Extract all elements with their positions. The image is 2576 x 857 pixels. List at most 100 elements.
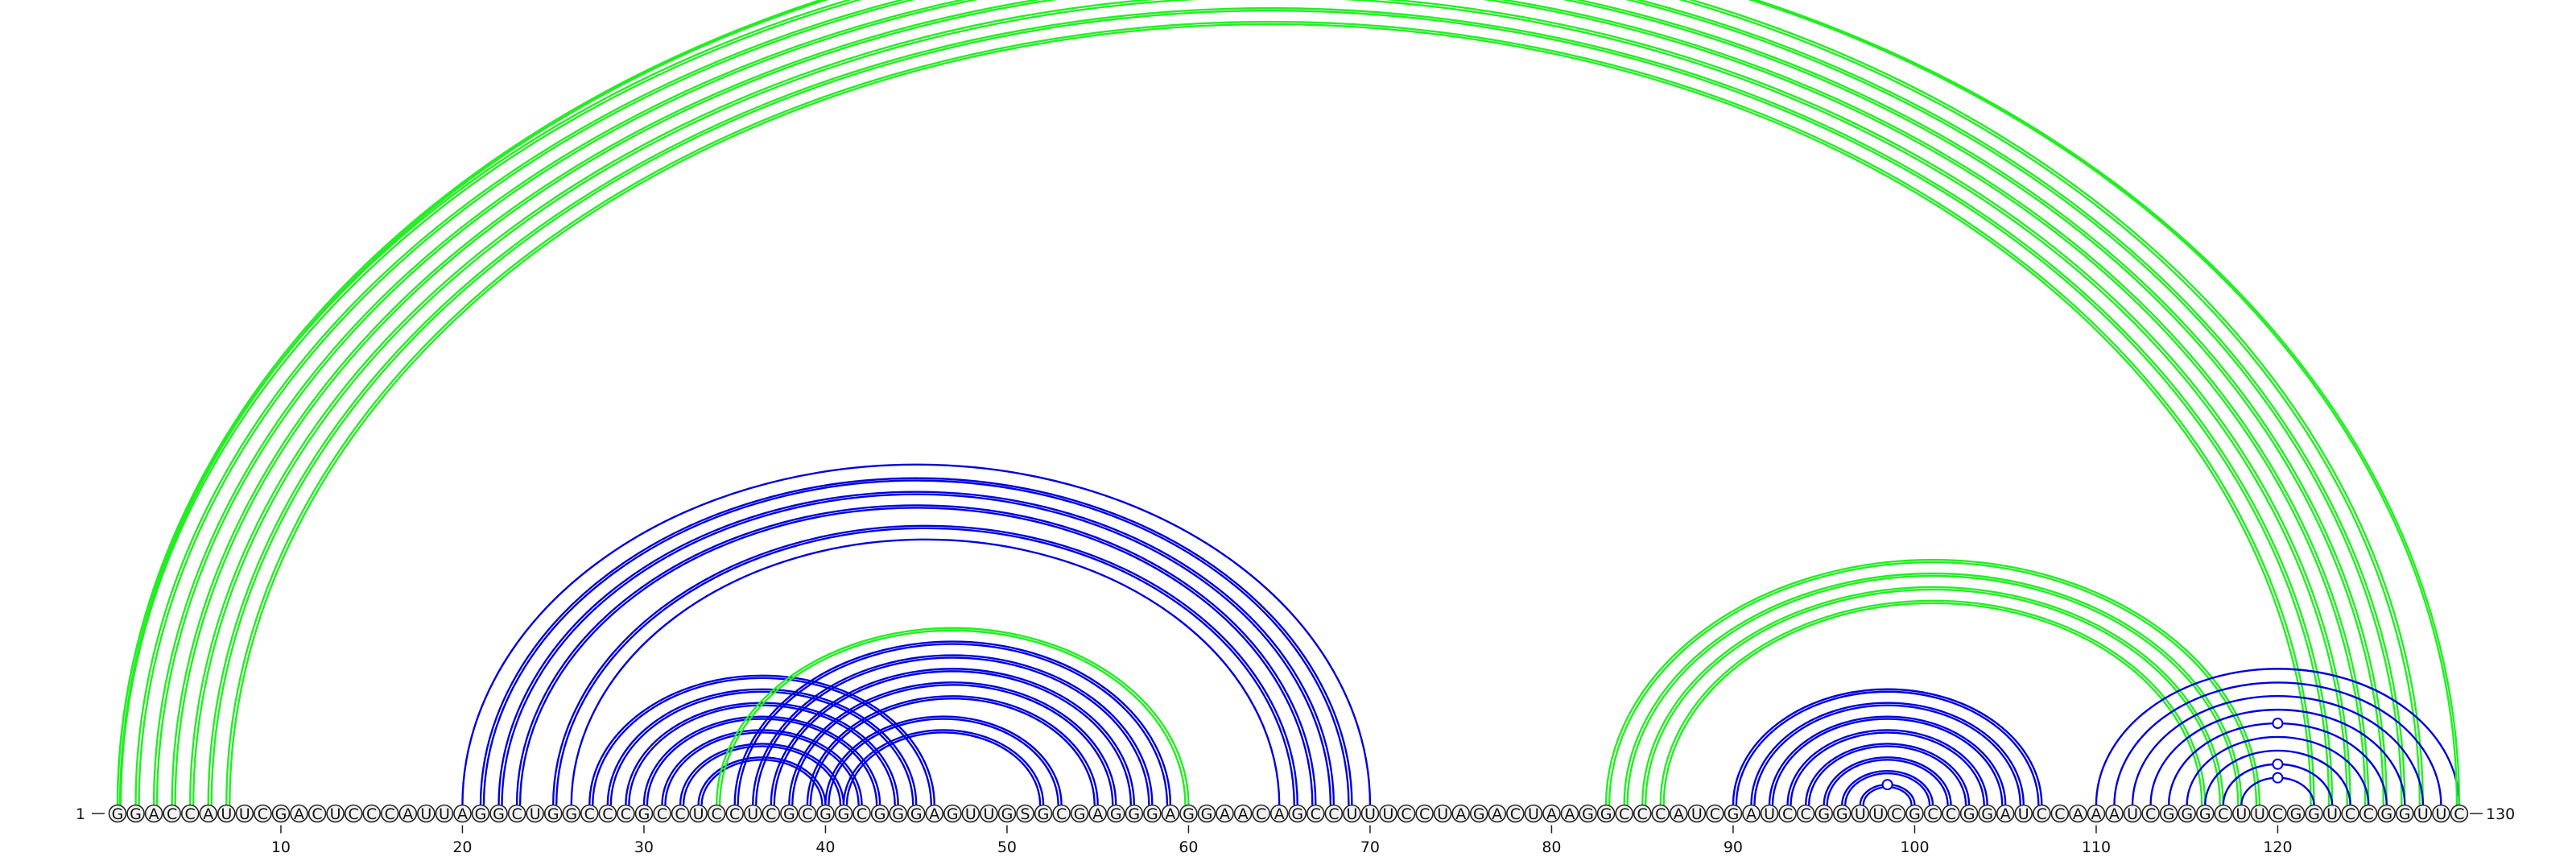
base-40-letter: G <box>819 805 832 823</box>
base-69-letter: U <box>1346 805 1357 823</box>
base-81-circle <box>1560 804 1579 823</box>
base-88-circle <box>1687 804 1707 823</box>
base-48-circle <box>961 804 980 823</box>
base-94-letter: C <box>1801 805 1811 823</box>
base-7-circle <box>217 804 236 823</box>
base-99-circle <box>1887 804 1906 823</box>
base-44-letter: G <box>892 805 904 823</box>
base-21-letter: G <box>475 805 487 823</box>
base-71-circle <box>1379 804 1397 823</box>
arc-84-118 <box>1623 572 2243 805</box>
base-102-letter: C <box>1946 805 1956 823</box>
arc-40-53-inner <box>828 718 1059 805</box>
base-83-circle <box>1596 804 1616 823</box>
arc-34-60-inner <box>718 629 1187 805</box>
base-97-letter: U <box>1855 805 1866 823</box>
arc-22-68-inner <box>501 493 1332 805</box>
base-91-letter: A <box>1746 805 1757 823</box>
base-27-letter: C <box>584 805 595 823</box>
base-29-circle <box>617 804 635 823</box>
arc-35-59 <box>733 640 1172 805</box>
base-21-circle <box>471 804 490 823</box>
base-98-circle <box>1869 804 1888 823</box>
base-130-letter: C <box>2454 805 2464 823</box>
base-14-letter: C <box>349 805 359 823</box>
base-47-circle <box>943 804 962 823</box>
base-52-letter: G <box>1038 805 1050 823</box>
base-111-circle <box>2105 804 2124 823</box>
base-100-circle <box>1905 804 1924 823</box>
base-16-letter: C <box>385 805 395 823</box>
base-114-letter: G <box>2163 805 2175 823</box>
base-26-circle <box>562 804 581 823</box>
base-42-circle <box>852 804 871 823</box>
arc-37-57 <box>770 668 1135 805</box>
base-84-circle <box>1615 804 1633 823</box>
base-30-letter: G <box>638 805 650 823</box>
arc-40-53 <box>824 715 1063 805</box>
base-37-circle <box>762 804 781 823</box>
arc-marker-97-100 <box>1881 779 1893 791</box>
base-64-circle <box>1252 804 1270 823</box>
base-35-letter: C <box>729 805 740 823</box>
base-119-letter: U <box>2254 805 2265 823</box>
base-123-circle <box>2322 804 2342 823</box>
base-83-letter: G <box>1600 805 1612 823</box>
base-10-circle <box>271 804 291 823</box>
arc-41-52-inner <box>845 731 1042 805</box>
base-38-letter: G <box>783 805 795 823</box>
arc-30-43-inner <box>646 718 878 805</box>
base-108-circle <box>2050 804 2070 823</box>
base-1-circle <box>108 804 127 823</box>
base-16-circle <box>380 804 399 823</box>
base-129-letter: U <box>2435 805 2446 823</box>
base-118-circle <box>2232 804 2251 823</box>
base-87-letter: A <box>1674 805 1684 823</box>
base-113-circle <box>2141 804 2160 823</box>
base-73-letter: C <box>1419 805 1430 823</box>
base-6-letter: A <box>203 805 213 823</box>
base-22-circle <box>489 804 508 823</box>
arc-1-130-inner <box>118 0 2458 805</box>
base-25-circle <box>543 804 563 823</box>
base-49-letter: U <box>983 805 994 823</box>
base-67-letter: C <box>1311 805 1321 823</box>
base-85-circle <box>1633 804 1652 823</box>
base-50-letter: G <box>1001 805 1013 823</box>
base-123-letter: U <box>2326 805 2338 823</box>
base-95-circle <box>1814 804 1833 823</box>
base-18-letter: U <box>420 805 431 823</box>
sequence-axis: 1 130 <box>76 805 2515 823</box>
base-34-circle <box>707 804 726 823</box>
base-80-circle <box>1542 804 1561 823</box>
base-53-circle <box>1052 804 1071 823</box>
base-39-letter: C <box>802 805 812 823</box>
base-2-letter: G <box>130 805 142 823</box>
arc-35-59-inner <box>737 643 1169 805</box>
base-38-circle <box>780 804 799 823</box>
base-60-circle <box>1179 804 1198 823</box>
base-29-letter: C <box>621 805 631 823</box>
base-41-circle <box>834 804 853 823</box>
base-90-circle <box>1724 804 1743 823</box>
base-24-circle <box>526 804 544 823</box>
arc-33-40 <box>697 756 827 805</box>
base-59-letter: A <box>1165 805 1175 823</box>
base-63-letter: A <box>1238 805 1249 823</box>
arc-marker-114-126 <box>2272 718 2284 730</box>
base-97-circle <box>1851 804 1870 823</box>
tick-label-60: 60 <box>1179 838 1198 856</box>
base-122-circle <box>2305 804 2323 823</box>
base-17-letter: A <box>402 805 413 823</box>
base-9-circle <box>254 804 272 823</box>
base-115-letter: G <box>2181 805 2193 823</box>
base-93-circle <box>1778 804 1797 823</box>
base-12-letter: C <box>312 805 322 823</box>
base-116-circle <box>2195 804 2215 823</box>
base-53-letter: C <box>1056 805 1067 823</box>
tick-label-80: 80 <box>1542 838 1561 856</box>
base-129-circle <box>2432 804 2450 823</box>
base-71-letter: U <box>1383 805 1394 823</box>
base-2-circle <box>126 804 145 823</box>
